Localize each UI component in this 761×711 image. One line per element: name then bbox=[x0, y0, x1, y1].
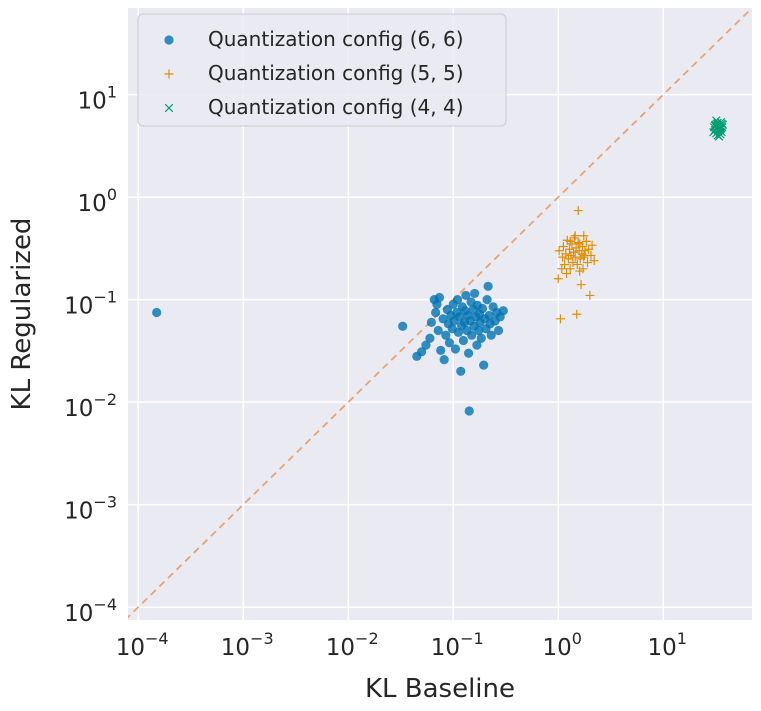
point-series0-60 bbox=[486, 330, 496, 340]
point-series1-41 bbox=[575, 266, 585, 276]
legend-marker-2 bbox=[164, 103, 174, 113]
point-series0-41 bbox=[467, 330, 477, 340]
point-series1-32 bbox=[580, 246, 590, 256]
point-series0-58 bbox=[484, 310, 494, 321]
point-series1-33 bbox=[581, 236, 591, 246]
point-series1-43 bbox=[579, 252, 589, 262]
point-series0-6 bbox=[426, 317, 437, 327]
point-series0-11 bbox=[434, 292, 445, 303]
x-axis-label: KL Baseline bbox=[365, 674, 515, 704]
legend-label-config-4-4: Quantization config (4, 4) bbox=[208, 95, 464, 119]
point-series1-36 bbox=[585, 290, 595, 300]
legend-label-config-5-5: Quantization config (5, 5) bbox=[208, 61, 464, 85]
point-series1-0 bbox=[553, 274, 563, 284]
point-series0-25 bbox=[452, 295, 463, 305]
x-tick-label-3: 10−1 bbox=[431, 629, 484, 661]
x-tick-labels: 10−4 10−3 10−2 10−1 100 101 bbox=[116, 629, 687, 661]
y-tick-labels: 10−4 10−3 10−2 10−1 100 101 bbox=[64, 83, 117, 628]
point-series0-34 bbox=[461, 290, 471, 301]
point-series0-18 bbox=[444, 338, 455, 348]
y-tick-label-2: 10−2 bbox=[64, 390, 117, 422]
point-series1-18 bbox=[570, 252, 580, 262]
point-series0-48 bbox=[474, 325, 484, 336]
y-tick-label-3: 10−1 bbox=[64, 288, 117, 320]
point-series0-8 bbox=[431, 307, 441, 318]
x-tick-label-0: 10−4 bbox=[116, 629, 169, 661]
point-series0-38 bbox=[464, 406, 474, 416]
point-series2-18 bbox=[713, 131, 722, 140]
point-series0-12 bbox=[436, 345, 446, 355]
point-series1-12 bbox=[565, 264, 575, 274]
x-tick-label-2: 10−2 bbox=[326, 629, 379, 661]
point-series0-3 bbox=[417, 347, 427, 357]
point-series1-30 bbox=[579, 231, 589, 241]
point-series0-64 bbox=[493, 325, 504, 336]
point-series1-21 bbox=[572, 260, 582, 270]
point-series0-5 bbox=[425, 333, 435, 343]
point-series0-15 bbox=[441, 330, 451, 340]
point-series0-28 bbox=[456, 366, 466, 376]
point-series0-26 bbox=[453, 327, 463, 337]
point-series1-40 bbox=[565, 236, 575, 246]
point-series0-46 bbox=[472, 340, 482, 350]
x-tick-label-1: 10−3 bbox=[221, 629, 274, 661]
point-series1-6 bbox=[560, 260, 570, 270]
legend-markers bbox=[164, 35, 174, 113]
point-series1-20 bbox=[572, 309, 582, 319]
y-tick-label-0: 10−4 bbox=[64, 595, 117, 627]
legend-marker-0 bbox=[164, 35, 174, 45]
point-series0-44 bbox=[470, 288, 480, 299]
point-series0-57 bbox=[483, 281, 493, 291]
legend-label-config-6-6: Quantization config (6, 6) bbox=[208, 27, 464, 51]
point-series2-24 bbox=[712, 119, 722, 128]
x-tick-label-5: 101 bbox=[648, 629, 687, 661]
x-tick-label-4: 100 bbox=[543, 629, 582, 661]
legend-box bbox=[137, 13, 507, 127]
point-series1-44 bbox=[573, 238, 583, 248]
point-series0-37 bbox=[463, 348, 474, 358]
point-series0-52 bbox=[477, 303, 488, 314]
point-series1-39 bbox=[589, 256, 599, 266]
y-axis-label: KL Regularized bbox=[7, 218, 37, 411]
point-series1-34 bbox=[583, 258, 593, 268]
point-series2-15 bbox=[712, 116, 721, 125]
y-tick-label-1: 10−3 bbox=[64, 493, 117, 525]
point-series1-15 bbox=[568, 258, 578, 268]
point-series0-4 bbox=[421, 340, 431, 350]
point-series1-42 bbox=[570, 231, 580, 241]
legend: Quantization config (6, 6) Quantization … bbox=[137, 13, 507, 127]
point-series1-38 bbox=[587, 240, 597, 250]
point-series0-51 bbox=[476, 333, 486, 343]
point-series1-2 bbox=[555, 314, 565, 324]
point-series0-0 bbox=[152, 307, 162, 318]
point-series1-8 bbox=[562, 268, 572, 278]
point-series0-53 bbox=[479, 360, 489, 370]
point-series1-1 bbox=[554, 246, 564, 256]
point-series0-23 bbox=[450, 344, 461, 354]
point-series0-1 bbox=[398, 321, 408, 331]
y-tick-label-5: 101 bbox=[78, 83, 117, 115]
point-series1-7 bbox=[561, 249, 571, 259]
point-series0-31 bbox=[458, 335, 468, 346]
point-series1-26 bbox=[576, 280, 586, 290]
point-series1-37 bbox=[586, 250, 596, 260]
point-series1-22 bbox=[573, 206, 583, 216]
point-series1-5 bbox=[558, 242, 568, 252]
point-series0-14 bbox=[439, 355, 449, 365]
y-tick-label-4: 100 bbox=[78, 185, 117, 217]
data-points bbox=[152, 116, 728, 416]
point-series0-66 bbox=[498, 306, 508, 316]
point-series0-56 bbox=[482, 295, 492, 305]
legend-marker-1 bbox=[164, 69, 174, 79]
point-series0-10 bbox=[433, 325, 443, 336]
